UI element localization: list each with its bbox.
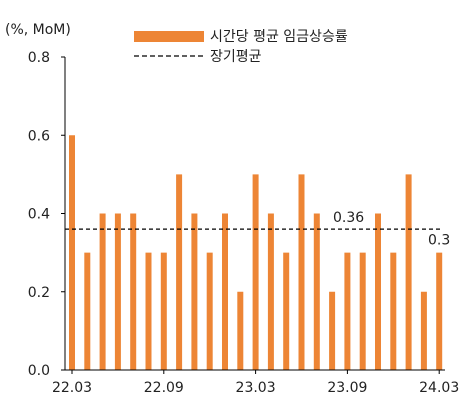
bar-24.01: [405, 174, 412, 371]
bar-22.04: [84, 252, 91, 371]
bar-24.02: [420, 291, 427, 370]
bar-24.03: [436, 252, 443, 371]
y-tick-label: 0.2: [28, 285, 50, 301]
x-tick-label: 22.03: [52, 380, 92, 396]
bar-22.07: [130, 213, 137, 370]
legend-avg-label: 장기평균: [210, 49, 262, 65]
bar-22.03: [69, 135, 75, 370]
bar-23.10: [359, 252, 366, 371]
last-value-label: 0.3: [428, 233, 450, 249]
y-tick-label: 0.8: [28, 50, 50, 66]
bar-23.06: [298, 174, 305, 371]
x-tick-label: 24.03: [419, 380, 459, 396]
bar-23.05: [283, 252, 290, 371]
bar-22.10: [176, 174, 183, 371]
bar-23.08: [329, 291, 336, 370]
bar-22.05: [99, 213, 106, 370]
bar-22.08: [145, 252, 152, 371]
legend: 시간당 평균 임금상승률 장기평균: [134, 29, 348, 65]
y-unit-label: (%, MoM): [5, 22, 71, 38]
legend-bar-label: 시간당 평균 임금상승률: [210, 29, 348, 45]
bar-22.06: [114, 213, 121, 370]
x-axis-ticks: 22.03 22.09 23.03 23.09 24.03: [52, 370, 459, 396]
bar-23.03: [252, 174, 259, 371]
y-tick-label: 0.4: [28, 207, 50, 223]
y-tick-label: 0.0: [28, 363, 50, 379]
bar-22.09: [160, 252, 167, 371]
bar-23.09: [344, 252, 351, 371]
bar-23.04: [267, 213, 274, 370]
bars: [69, 135, 443, 371]
x-tick-label: 23.09: [327, 380, 367, 396]
legend-bar-swatch: [134, 31, 204, 42]
x-tick-label: 23.03: [236, 380, 276, 396]
bar-22.12: [206, 252, 213, 371]
average-value-label: 0.36: [333, 210, 364, 226]
bar-23.12: [390, 252, 397, 371]
bar-22.11: [191, 213, 198, 370]
y-axis-ticks: 0.0 0.2 0.4 0.6 0.8: [28, 50, 65, 379]
x-tick-label: 22.09: [144, 380, 184, 396]
y-tick-label: 0.6: [28, 128, 50, 144]
bar-23.01: [222, 213, 228, 370]
bar-23.11: [375, 213, 381, 370]
bar-23.02: [237, 291, 244, 370]
bar-23.07: [313, 213, 320, 370]
